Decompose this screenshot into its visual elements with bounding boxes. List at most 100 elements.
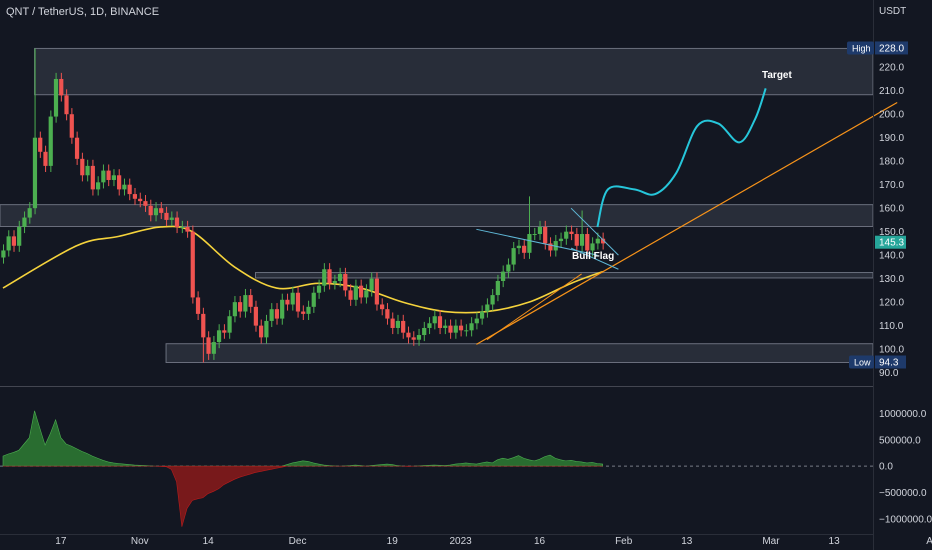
high-tag — [847, 41, 874, 55]
candle-body — [290, 292, 295, 305]
candle-body — [190, 231, 195, 298]
x-tick-label: Dec — [289, 536, 307, 547]
candle-body — [243, 295, 248, 312]
candle-body — [95, 182, 101, 190]
candle-body — [164, 212, 169, 220]
candle-body — [64, 95, 69, 115]
candle-body — [406, 332, 411, 338]
candle-body — [169, 217, 174, 220]
candle-body — [369, 278, 374, 291]
candle-body — [238, 302, 243, 312]
candle-body — [458, 325, 464, 331]
candle-body — [474, 318, 479, 324]
x-tick-label: 17 — [55, 536, 67, 547]
indicator-tick-label: 1000000.0 — [879, 409, 927, 420]
candle-body — [564, 231, 569, 239]
candle-body — [295, 292, 301, 312]
candle-body — [322, 269, 327, 286]
x-tick-label: 16 — [534, 536, 546, 547]
candle-body — [195, 297, 201, 314]
candle-body — [469, 323, 474, 331]
price-zone — [34, 47, 874, 96]
candle-body — [222, 330, 227, 333]
candle-body — [174, 217, 180, 227]
candle-body — [511, 248, 516, 265]
candle-body — [569, 231, 574, 235]
moving-average — [2, 225, 603, 314]
x-tick-label: Feb — [615, 536, 633, 547]
candle-body — [585, 234, 590, 251]
candle-body — [574, 234, 579, 246]
symbol-title[interactable]: QNT / TetherUS, 1D, BINANCE — [6, 6, 160, 18]
target-label: Target — [762, 70, 792, 81]
low-value: 94.3 — [879, 358, 899, 369]
candle-body — [74, 137, 80, 159]
projection-path — [596, 88, 767, 228]
y-tick-label: 200.0 — [879, 110, 904, 121]
candle-body — [522, 245, 527, 253]
candle-body — [306, 306, 311, 314]
candle-body — [111, 175, 116, 180]
candle-body — [216, 330, 222, 343]
candle-body — [453, 325, 458, 333]
candle-body — [22, 217, 27, 227]
support-line — [486, 273, 582, 341]
candle-body — [59, 78, 64, 96]
indicator-positive-area — [2, 410, 603, 467]
candle-body — [153, 208, 159, 216]
candle-body — [201, 313, 206, 338]
indicator-negative-area — [3, 465, 603, 527]
candle-body — [579, 234, 585, 246]
candle-body — [101, 170, 106, 183]
y-tick-label: 130.0 — [879, 274, 904, 285]
y-tick-label: 170.0 — [879, 180, 904, 191]
candle-body — [17, 226, 22, 246]
candle-body — [80, 158, 85, 176]
candle-body — [143, 201, 148, 206]
candle-body — [390, 318, 395, 328]
candle-body — [416, 335, 422, 340]
candle-body — [427, 323, 432, 328]
candle-body — [274, 309, 280, 319]
candle-body — [280, 299, 285, 319]
x-tick-label: 19 — [387, 536, 399, 547]
candle-body — [285, 299, 290, 305]
candle-body — [337, 273, 343, 281]
candle-body — [332, 280, 337, 284]
candle-body — [490, 295, 495, 305]
candle-body — [206, 337, 211, 354]
candle-body — [211, 342, 216, 354]
candle-body — [32, 137, 38, 209]
x-tick-label: 13 — [681, 536, 693, 547]
candle-body — [437, 316, 443, 328]
candle-body — [27, 208, 32, 218]
candle-body — [595, 238, 600, 244]
y-tick-label: 100.0 — [879, 345, 904, 356]
x-tick-label: 14 — [203, 536, 215, 547]
candle-body — [259, 325, 264, 338]
candle-body — [6, 236, 11, 251]
y-tick-label: 120.0 — [879, 298, 904, 309]
candle-body — [411, 337, 416, 340]
candle-body — [443, 325, 448, 328]
low-label: Low — [854, 358, 871, 368]
candle-body — [543, 226, 548, 244]
candle-body — [448, 325, 453, 333]
last-price-tag — [875, 235, 906, 249]
candle-body — [148, 205, 153, 216]
candle-body — [353, 285, 358, 300]
y-tick-label: 90.0 — [879, 368, 899, 379]
candle-body — [479, 311, 485, 319]
high-label: High — [852, 43, 871, 53]
y-tick-label: 160.0 — [879, 204, 904, 215]
candle-body — [185, 226, 190, 232]
candle-body — [106, 170, 111, 180]
candle-body — [316, 285, 322, 293]
candle-body — [464, 330, 469, 332]
candlesticks — [1, 48, 606, 363]
x-tick-label: 13 — [829, 536, 841, 547]
candle-body — [248, 295, 253, 307]
candle-body — [600, 238, 606, 244]
